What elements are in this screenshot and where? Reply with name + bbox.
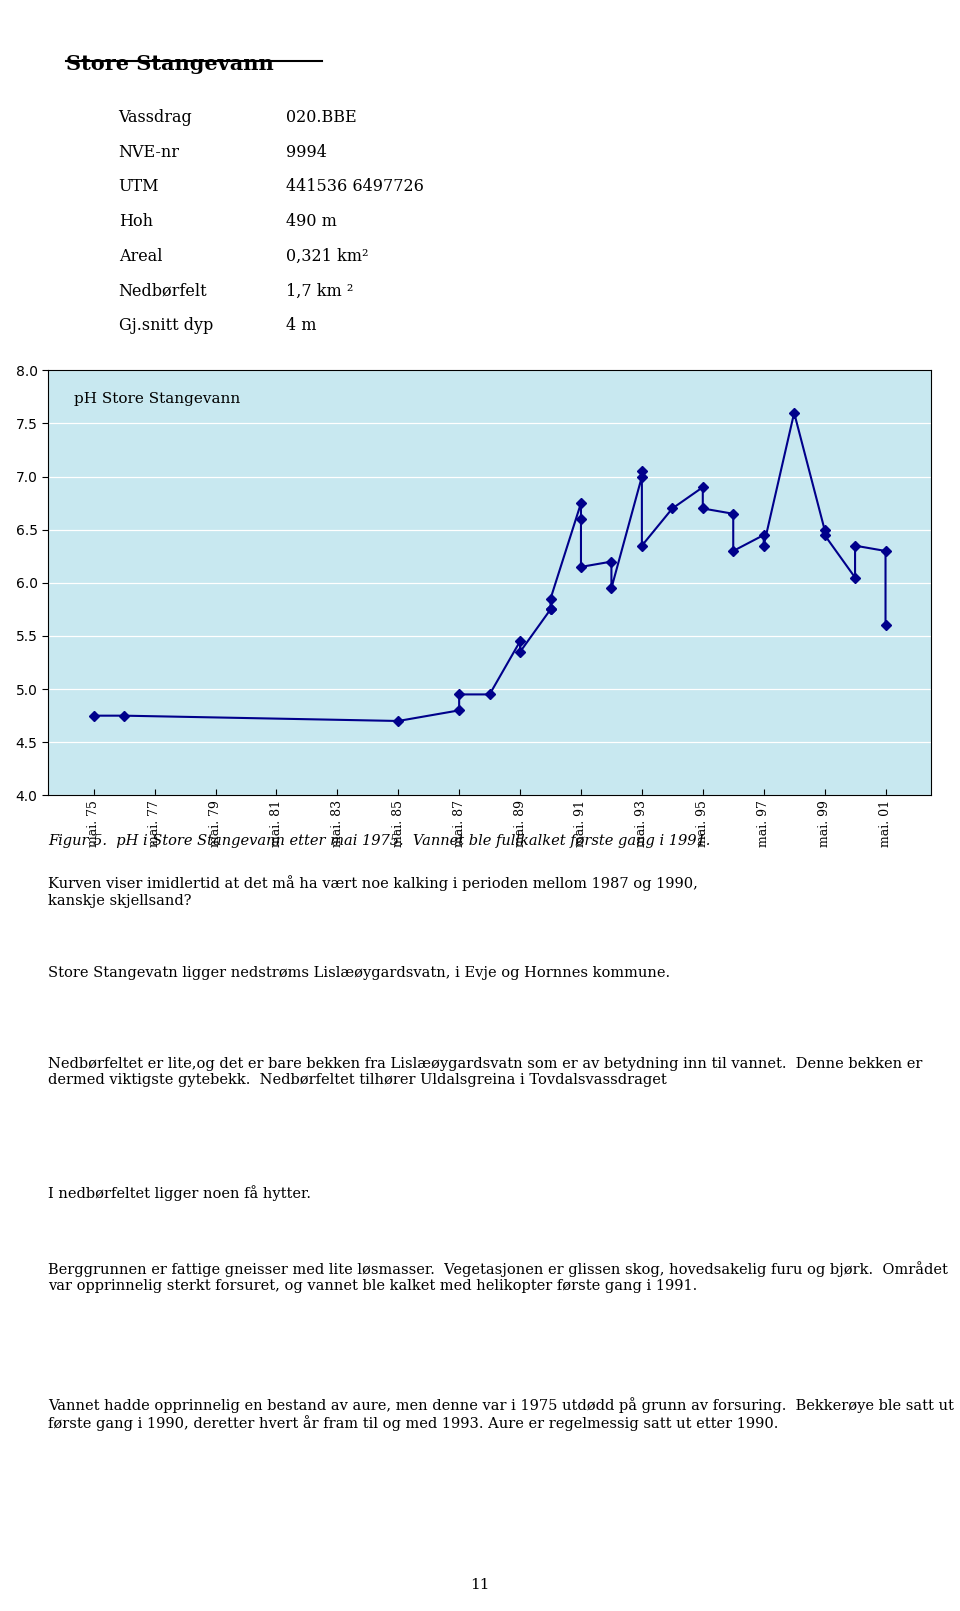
Text: Nedbørfeltet er lite,og det er bare bekken fra Lislæøygardsvatn som er av betydn: Nedbørfeltet er lite,og det er bare bekk… (48, 1057, 923, 1087)
Text: I nedbørfeltet ligger noen få hytter.: I nedbørfeltet ligger noen få hytter. (48, 1186, 311, 1202)
Text: 11: 11 (470, 1577, 490, 1592)
Text: Figur 5.  pH i Store Stangevann etter mai 1975.  Vannet ble fullkalket første ga: Figur 5. pH i Store Stangevann etter mai… (48, 834, 710, 847)
Text: Hoh: Hoh (119, 213, 153, 230)
Text: Vannet hadde opprinnelig en bestand av aure, men denne var i 1975 utdødd på grun: Vannet hadde opprinnelig en bestand av a… (48, 1397, 954, 1431)
Text: pH Store Stangevann: pH Store Stangevann (75, 391, 241, 406)
Text: NVE-nr: NVE-nr (119, 143, 180, 161)
Text: Store Stangevann: Store Stangevann (65, 55, 274, 74)
Text: 020.BBE: 020.BBE (286, 110, 357, 126)
Text: Gj.snitt dyp: Gj.snitt dyp (119, 317, 213, 335)
Text: 0,321 km²: 0,321 km² (286, 248, 369, 264)
Text: 441536 6497726: 441536 6497726 (286, 179, 424, 195)
Text: UTM: UTM (119, 179, 159, 195)
Text: Kurven viser imidlertid at det må ha vært noe kalking i perioden mellom 1987 og : Kurven viser imidlertid at det må ha vær… (48, 876, 698, 907)
Text: Store Stangevatn ligger nedstrøms Lislæøygardsvatn, i Evje og Hornnes kommune.: Store Stangevatn ligger nedstrøms Lislæø… (48, 967, 670, 979)
Text: 1,7 km ²: 1,7 km ² (286, 282, 354, 300)
Text: Vassdrag: Vassdrag (119, 110, 192, 126)
Text: 490 m: 490 m (286, 213, 337, 230)
Text: 9994: 9994 (286, 143, 327, 161)
Text: Areal: Areal (119, 248, 162, 264)
Text: 4 m: 4 m (286, 317, 317, 335)
Text: Berggrunnen er fattige gneisser med lite løsmasser.  Vegetasjonen er glissen sko: Berggrunnen er fattige gneisser med lite… (48, 1261, 948, 1294)
Text: Nedbørfelt: Nedbørfelt (119, 282, 207, 300)
